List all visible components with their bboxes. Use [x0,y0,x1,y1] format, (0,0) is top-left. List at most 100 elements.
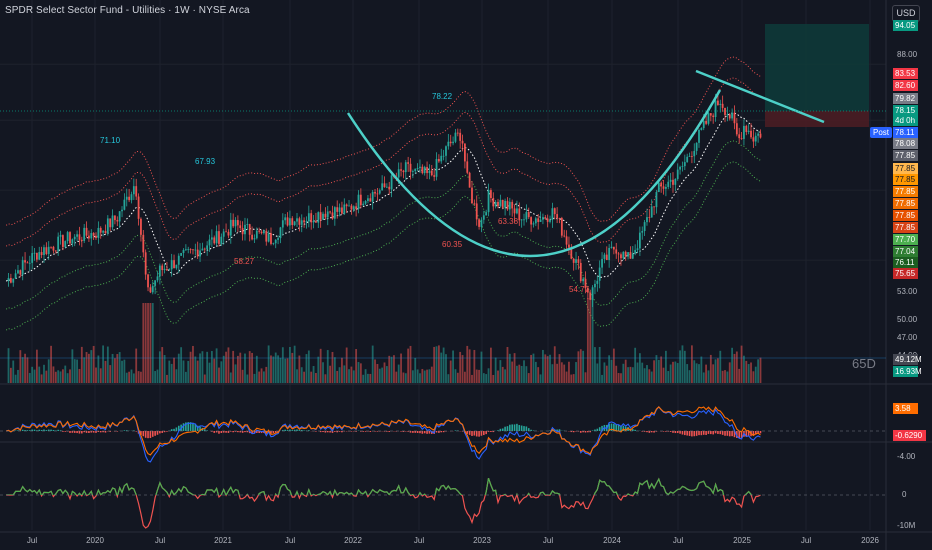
candle [234,220,237,227]
candle [9,277,12,283]
volume-bar [624,359,627,383]
volume-bar [184,371,187,383]
macd-histogram-bar [47,429,50,431]
candle [352,206,355,210]
volume-bar [296,369,298,383]
macd-histogram-bar [646,431,648,433]
volume-bar [447,374,450,383]
candle [490,190,492,198]
candle [156,276,159,281]
macd-histogram-bar [147,431,149,439]
macd-histogram-bar [38,429,41,431]
candle [260,231,263,234]
volume-bar [712,364,715,383]
volume-bar [461,355,464,383]
macd-histogram-bar [36,430,38,431]
candle [99,227,102,233]
candle [132,186,135,195]
candle [504,200,506,208]
volume-bar [513,353,516,383]
osc-tick: -10M [897,521,916,530]
volume-bar [683,350,686,383]
candle [104,230,107,234]
candle [589,292,592,300]
candle [646,217,648,223]
volume-bar [717,358,719,383]
macd-histogram-bar [156,431,159,435]
volume-bar [225,351,227,383]
candle [359,194,362,206]
candle [563,235,566,237]
volume-bar [575,362,577,383]
candle [717,100,719,105]
volume-bar [116,354,119,383]
volume-bar [142,303,145,383]
volume-bar [28,372,31,383]
candle [385,186,388,188]
macd-histogram-bar [59,430,62,431]
volume-bar [192,345,194,383]
candle [700,128,703,130]
macd-histogram-bar [182,423,185,431]
volume-bar [610,359,613,383]
macd-histogram-bar [284,429,286,431]
volume-bar [646,365,648,383]
volume-bar [471,374,473,383]
candle [624,251,627,257]
candle [26,262,29,264]
macd-histogram-bar [246,431,249,433]
price-tag: 78.15 [893,105,918,116]
price-tag: 76.11 [893,257,918,268]
macd-histogram-bar [95,431,97,433]
macd-histogram-bar [615,424,618,431]
macd-histogram-bar [52,430,55,431]
post-market-badge: Post [870,127,893,138]
candle [660,182,663,187]
candle [747,130,750,132]
volume-bar [132,373,135,383]
macd-histogram-bar [631,429,634,431]
candle [62,235,64,248]
price-tick: 47.00 [897,333,918,342]
macd-histogram-bar [258,431,260,434]
candle [414,168,417,172]
price-tag: 77.70 [893,234,918,245]
candle [54,250,57,252]
volume-bar [615,365,618,383]
volume-bar [570,374,573,383]
volume-bar [279,357,282,383]
candle [123,199,126,210]
macd-histogram-bar [161,431,164,433]
volume-bar [241,369,244,383]
volume-bar [506,347,509,383]
macd-histogram-bar [627,427,629,431]
candle [168,269,171,271]
macd-histogram-bar [291,430,294,431]
volume-bar [700,356,703,383]
candle [142,234,145,253]
volume-bar [355,349,358,383]
volume-bar [357,362,360,383]
volume-bar [591,298,594,383]
candle [617,253,620,255]
volume-bar [735,351,738,383]
macd-histogram-bar [99,431,102,433]
macd-histogram-bar [175,427,178,431]
candle [636,248,639,250]
macd-histogram-bar [688,431,691,436]
macd-histogram-bar [454,430,457,431]
volume-bar [352,370,355,383]
macd-histogram-bar [570,431,573,433]
volume-bar [180,347,183,383]
candle [118,211,121,222]
volume-bar [759,357,762,383]
volume-bar [660,356,663,383]
macd-histogram-bar [308,430,310,431]
volume-bar [156,369,159,383]
candle [466,161,469,173]
candle [615,249,618,254]
candle [348,205,350,207]
volume-bar [534,361,537,383]
volume-bar [9,367,12,383]
